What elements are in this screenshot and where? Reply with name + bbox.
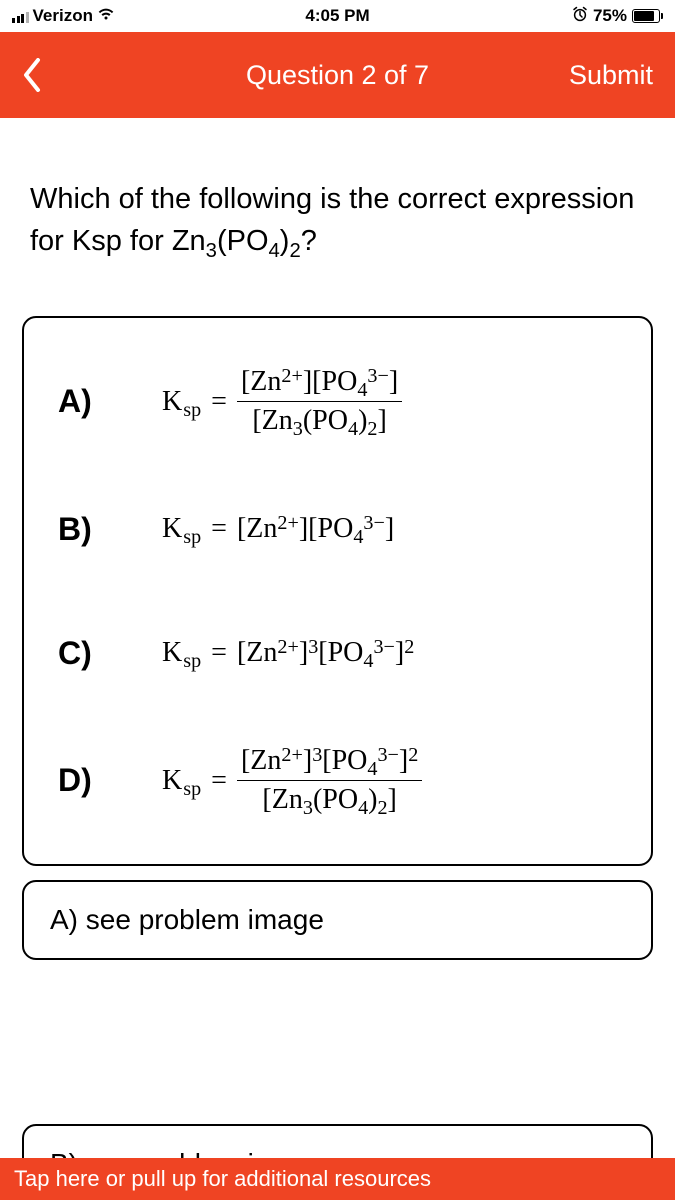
signal-icon	[12, 9, 29, 23]
option-math: Ksp = [Zn2+]3[PO43−]2	[162, 637, 414, 669]
status-time: 4:05 PM	[305, 6, 369, 26]
wifi-icon	[97, 6, 115, 26]
back-button[interactable]	[22, 58, 42, 92]
battery-icon	[632, 9, 663, 23]
option-label: D)	[58, 762, 162, 799]
battery-pct: 75%	[593, 6, 627, 26]
answer-choice-a[interactable]: A) see problem image	[22, 880, 653, 960]
status-left: Verizon	[12, 6, 115, 26]
status-right: 75%	[572, 6, 663, 27]
question-text: Which of the following is the correct ex…	[0, 118, 675, 316]
option-math: Ksp = [Zn2+]3[PO43−]2 [Zn3(PO4)2]	[162, 745, 422, 816]
option-math: Ksp = [Zn2+][PO43−] [Zn3(PO4)2]	[162, 366, 402, 437]
option-label: A)	[58, 383, 162, 420]
option-label: C)	[58, 635, 162, 672]
options-card: A) Ksp = [Zn2+][PO43−] [Zn3(PO4)2] B) Ks…	[22, 316, 653, 866]
alarm-icon	[572, 6, 588, 27]
status-bar: Verizon 4:05 PM 75%	[0, 0, 675, 32]
submit-button[interactable]: Submit	[569, 60, 653, 91]
option-a[interactable]: A) Ksp = [Zn2+][PO43−] [Zn3(PO4)2]	[24, 336, 651, 467]
option-b[interactable]: B) Ksp = [Zn2+][PO43−]	[24, 467, 651, 591]
option-label: B)	[58, 511, 162, 548]
carrier-label: Verizon	[33, 6, 93, 26]
option-d[interactable]: D) Ksp = [Zn2+]3[PO43−]2 [Zn3(PO4)2]	[24, 715, 651, 846]
resources-bar[interactable]: Tap here or pull up for additional resou…	[0, 1158, 675, 1200]
question-counter: Question 2 of 7	[246, 60, 429, 91]
option-math: Ksp = [Zn2+][PO43−]	[162, 513, 394, 545]
option-c[interactable]: C) Ksp = [Zn2+]3[PO43−]2	[24, 591, 651, 715]
app-header: Question 2 of 7 Submit	[0, 32, 675, 118]
